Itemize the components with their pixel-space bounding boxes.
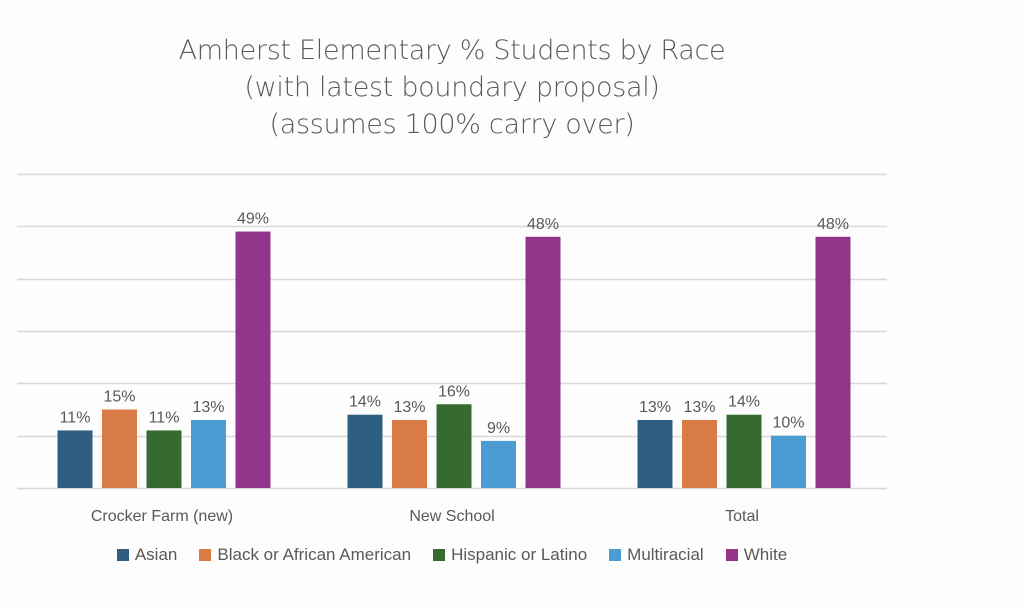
bar-multiracial-total: [771, 435, 806, 488]
legend-label: Hispanic or Latino: [451, 545, 588, 564]
data-label-black-or-african-american-crocker-farm-new: 15%: [103, 389, 135, 406]
data-labels: 11% 15% 11% 13% 49% 14% 13% 16% 9% 48% 13% 13% 14% 10…: [60, 211, 849, 437]
bar-white-crocker-farm-new: [235, 231, 271, 489]
bar-hispanic-or-latino-total: [726, 414, 762, 488]
data-label-hispanic-or-latino-new-school: 16%: [438, 383, 470, 400]
bar-asian-total: [637, 419, 673, 488]
legend-item-multiracial: Multiracial: [609, 545, 704, 565]
legend-label: Asian: [134, 545, 178, 564]
data-label-hispanic-or-latino-total: 14%: [728, 394, 760, 411]
chart-title-line-3: (assumes 100% carry over): [269, 109, 635, 140]
legend-swatch-multiracial: [609, 549, 622, 561]
data-label-asian-new-school: 14%: [349, 394, 381, 411]
bars: [57, 231, 851, 489]
category-label-new-school: New School: [409, 508, 494, 525]
bar-asian-new-school: [347, 414, 383, 488]
chart-title-line-2: (with latest boundary proposal): [244, 72, 660, 103]
legend: Asian Black or African American Hispanic…: [0, 545, 904, 565]
bar-hispanic-or-latino-new-school: [436, 404, 472, 488]
bar-hispanic-or-latino-crocker-farm-new: [146, 430, 182, 488]
category-label-total: Total: [725, 508, 759, 525]
bar-black-or-african-american-total: [682, 419, 717, 488]
chart-title-line-1: Amherst Elementary % Students by Race: [178, 35, 726, 66]
bar-black-or-african-american-crocker-farm-new: [102, 409, 137, 488]
data-label-asian-total: 13%: [639, 399, 671, 416]
bar-multiracial-new-school: [481, 440, 516, 488]
category-label-crocker-farm-new: Crocker Farm (new): [91, 508, 233, 525]
data-label-white-new-school: 48%: [527, 216, 559, 233]
bar-black-or-african-american-new-school: [392, 419, 427, 488]
bar-white-new-school: [525, 236, 561, 488]
bar-asian-crocker-farm-new: [57, 430, 93, 488]
data-label-asian-crocker-farm-new: 11%: [60, 409, 91, 426]
data-label-multiracial-new-school: 9%: [487, 420, 510, 437]
legend-label: Multiracial: [627, 545, 704, 564]
data-label-black-or-african-american-total: 13%: [683, 399, 715, 416]
legend-swatch-hispanic-or-latino: [433, 549, 446, 561]
bar-white-total: [815, 236, 851, 488]
legend-swatch-black-or-african-american: [199, 549, 212, 561]
legend-item-black-or-african-american: Black or African American: [199, 545, 411, 565]
chart-title: Amherst Elementary % Students by Race (w…: [0, 32, 904, 143]
data-label-white-crocker-farm-new: 49%: [237, 211, 269, 228]
bar-multiracial-crocker-farm-new: [191, 419, 226, 488]
data-label-black-or-african-american-new-school: 13%: [393, 399, 425, 416]
legend-item-white: White: [725, 545, 788, 565]
category-labels: Crocker Farm (new) New School Total: [91, 508, 759, 525]
data-label-multiracial-crocker-farm-new: 13%: [192, 399, 224, 416]
data-label-white-total: 48%: [817, 216, 849, 233]
legend-item-hispanic-or-latino: Hispanic or Latino: [433, 545, 587, 565]
legend-swatch-asian: [116, 549, 129, 561]
legend-label: Black or African American: [217, 545, 412, 564]
data-label-multiracial-total: 10%: [772, 415, 804, 432]
legend-swatch-white: [725, 549, 738, 561]
data-label-hispanic-or-latino-crocker-farm-new: 11%: [149, 409, 180, 426]
legend-label: White: [743, 545, 788, 564]
legend-item-asian: Asian: [116, 545, 178, 565]
